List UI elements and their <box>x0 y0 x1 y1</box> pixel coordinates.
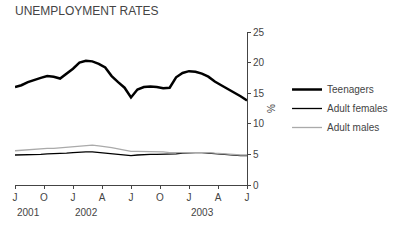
svg-text:A: A <box>99 192 106 203</box>
svg-text:Adult females: Adult females <box>327 103 388 114</box>
svg-text:UNEMPLOYMENT RATES: UNEMPLOYMENT RATES <box>15 4 159 18</box>
svg-text:Adult males: Adult males <box>327 122 379 133</box>
svg-text:Teenagers: Teenagers <box>327 84 374 95</box>
svg-text:2002: 2002 <box>75 207 98 218</box>
svg-text:J: J <box>13 192 18 203</box>
svg-text:2001: 2001 <box>17 207 40 218</box>
svg-text:O: O <box>40 192 48 203</box>
svg-text:20: 20 <box>253 57 265 68</box>
svg-text:O: O <box>156 192 164 203</box>
svg-text:%: % <box>266 104 277 113</box>
svg-text:A: A <box>215 192 222 203</box>
svg-text:5: 5 <box>253 149 259 160</box>
svg-text:15: 15 <box>253 88 265 99</box>
svg-text:J: J <box>245 192 250 203</box>
svg-text:J: J <box>129 192 134 203</box>
svg-text:J: J <box>187 192 192 203</box>
svg-text:2003: 2003 <box>191 207 214 218</box>
svg-text:J: J <box>71 192 76 203</box>
svg-text:10: 10 <box>253 118 265 129</box>
svg-text:0: 0 <box>253 180 259 191</box>
svg-text:25: 25 <box>253 27 265 38</box>
